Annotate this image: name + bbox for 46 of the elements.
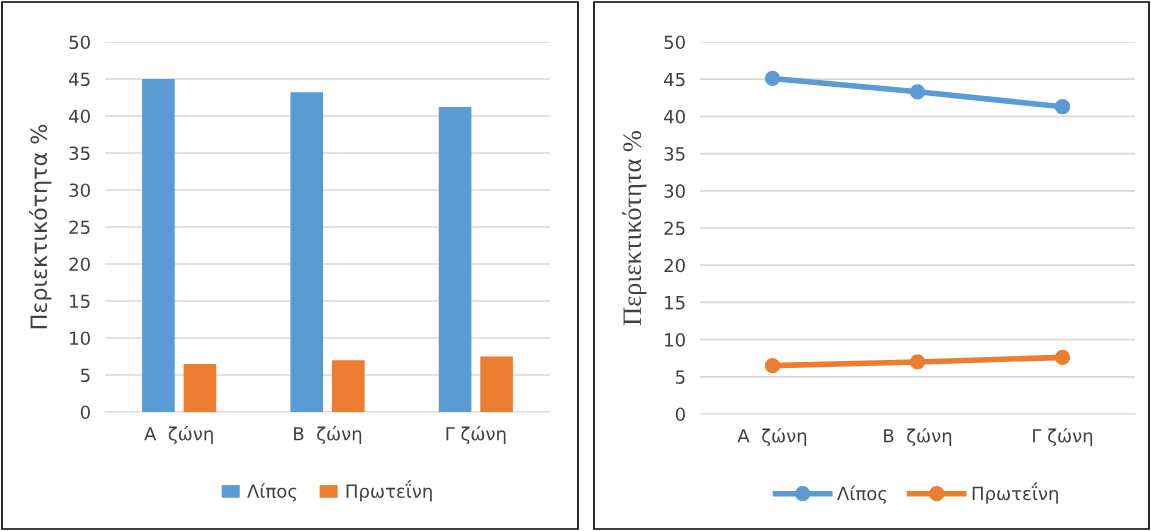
y-tick-label: 30 xyxy=(664,184,685,198)
point xyxy=(909,84,926,100)
y-tick-label: 50 xyxy=(69,35,90,50)
x-tick-label: Γ ζώνη xyxy=(1033,427,1093,447)
y-tick-label: 20 xyxy=(664,258,685,273)
point xyxy=(1054,99,1071,115)
x-tick-label: Γ ζώνη xyxy=(446,425,506,445)
point xyxy=(764,70,781,87)
bar xyxy=(142,79,175,412)
bar xyxy=(480,356,513,412)
y-tick-label: 0 xyxy=(80,405,90,420)
y-tick-label: 10 xyxy=(70,331,90,346)
y-tick-label: 5 xyxy=(81,368,90,383)
bar xyxy=(331,360,365,412)
bar xyxy=(183,363,217,412)
point xyxy=(764,358,781,374)
x-tick-label: Α ζώνη xyxy=(737,427,807,447)
legend-label: Λίπος xyxy=(247,483,297,502)
y-tick-label: 25 xyxy=(69,220,90,235)
y-tick-label: 10 xyxy=(665,333,685,347)
point xyxy=(909,354,926,370)
legend-label: Πρωτεΐνη xyxy=(346,480,432,502)
y-tick-label: 45 xyxy=(664,72,685,87)
y-tick-label: 40 xyxy=(69,109,90,124)
y-axis-title: Περιεκτικότητα % xyxy=(622,131,647,326)
y-tick-label: 5 xyxy=(676,370,685,384)
y-tick-label: 25 xyxy=(664,221,685,236)
bar xyxy=(290,92,324,412)
y-tick-label: 0 xyxy=(675,407,685,422)
y-axis-title: Περιεκτικότητα % xyxy=(29,124,52,329)
y-tick-label: 50 xyxy=(664,35,685,50)
y-tick-label: 30 xyxy=(69,183,90,198)
y-tick-label: 35 xyxy=(69,146,90,161)
y-tick-label: 15 xyxy=(70,294,90,309)
y-tick-label: 20 xyxy=(69,257,90,272)
bar xyxy=(438,107,472,412)
legend-label: Λίπος xyxy=(837,485,887,504)
legend-label: Πρωτεΐνη xyxy=(972,482,1058,504)
y-tick-label: 45 xyxy=(69,72,90,87)
x-tick-label: Β ζώνη xyxy=(294,425,362,445)
x-tick-label: Α ζώνη xyxy=(144,425,213,445)
y-tick-label: 40 xyxy=(664,109,685,124)
x-tick-label: Β ζώνη xyxy=(884,427,952,447)
y-tick-label: 15 xyxy=(665,296,685,310)
y-tick-label: 35 xyxy=(664,147,685,161)
point xyxy=(1054,349,1071,366)
